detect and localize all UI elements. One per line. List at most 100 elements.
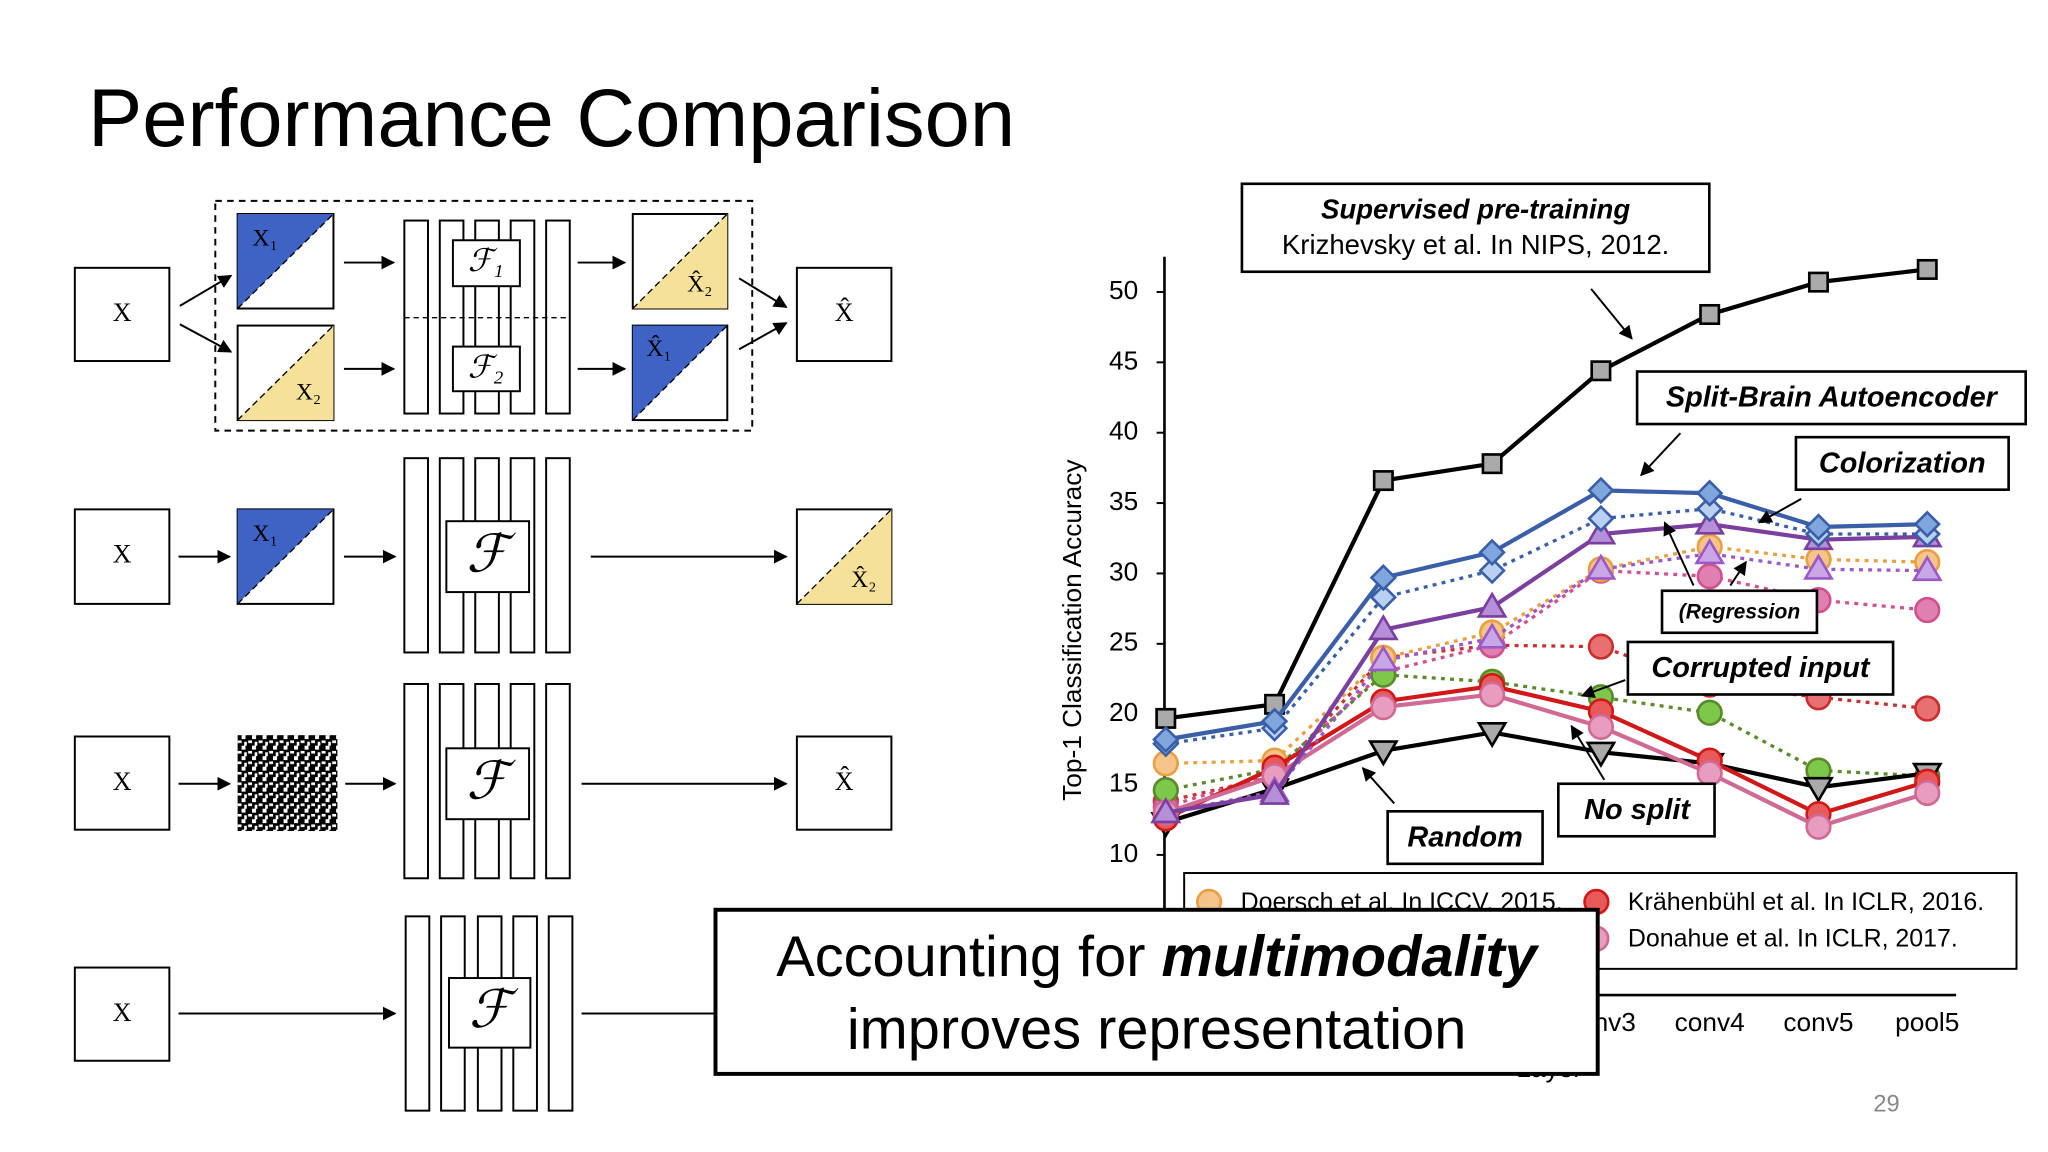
arrow [1580,679,1626,699]
annotation: (Regression [1679,601,1800,624]
arrow [1640,432,1682,477]
legend-label: Krähenbühl et al. In ICLR, 2016. [1628,888,1984,916]
output-box [795,266,893,363]
net-label: ℱ₂ [468,349,504,384]
point [1260,707,1289,735]
y-tick-label: 50 [1109,275,1138,305]
callout-line: improves representation [847,997,1467,1061]
patch-label: X₁ [253,226,278,252]
point [1476,591,1508,618]
patch-label: X̂₂ [687,270,712,298]
arrow [1663,521,1695,586]
net-box [448,977,532,1049]
arrow [179,274,233,307]
point [1699,303,1721,325]
series [1152,476,1941,754]
point [1367,740,1399,767]
input-label: X [113,998,132,1027]
point [1585,741,1617,768]
point [1481,453,1503,475]
point [1803,553,1834,580]
output-box [795,735,893,831]
net-box [445,747,531,821]
legend-label: Donahue et al. In ICLR, 2017. [1628,925,1958,953]
point [1476,721,1508,749]
net-label: ℱ₁ [468,243,504,278]
diagonal [632,325,728,421]
diagram: X X₁ X₂ ℱ₁ ℱ₂ X̂₂ X̂₁ X̂ [73,199,893,1112]
annotation: Supervised pre-training [1321,194,1630,225]
series-line [1165,522,1928,815]
point [1696,699,1723,726]
input-box [73,966,171,1062]
point [1914,596,1941,624]
input-box [73,735,171,831]
y-tick-label: 25 [1109,627,1138,657]
y-tick-label: 45 [1109,345,1138,375]
arrow [1590,288,1633,340]
y-tick-label: 15 [1109,767,1138,797]
arrow [738,322,788,351]
point [1916,258,1938,280]
net-box [451,239,521,288]
x-tick-label: pool5 [1895,1007,1959,1037]
noise-patch [237,735,338,832]
annotation: No split [1584,794,1691,826]
point [1914,779,1941,807]
page-number: 29 [1873,1092,1899,1118]
point [1367,644,1399,672]
point [1696,479,1724,507]
slide-title: Performance Comparison [88,73,1015,164]
series [1155,258,1938,729]
layer [547,915,574,1112]
point [1478,538,1506,567]
output-label: X̂ [835,766,854,796]
point [1478,681,1506,708]
annotation: Split-Brain Autoencoder [1666,382,1999,414]
input-label: X [113,767,132,796]
arrow [1570,724,1606,781]
annotations: Supervised pre-training Krizhevsky et al… [1240,182,2027,866]
point [1152,725,1180,754]
layer [545,457,571,654]
callout-box [713,907,1600,1076]
annotation-box [1660,589,1819,635]
point [1587,633,1615,660]
diagonal [796,508,892,605]
point [1370,694,1397,721]
series-line [1165,267,1928,721]
point [1587,713,1615,740]
point [1587,504,1615,533]
point [1803,776,1834,804]
annotation: Random [1407,822,1523,854]
arrow [1757,498,1802,524]
annotation: Colorization [1819,447,1986,479]
arrow [179,323,233,353]
patch-label: X₁ [253,521,278,547]
annotation-box [1240,182,1711,274]
point [1696,563,1723,590]
point [1369,563,1398,592]
annotation-box [1626,640,1895,696]
point [1585,553,1617,580]
x-tick-label: conv4 [1675,1007,1745,1037]
series-line [1165,507,1928,746]
arrow [1729,560,1747,587]
output-label: X̂ [835,297,854,327]
layer [403,682,429,880]
annotation-box [1794,435,2010,491]
annotation-box [1557,782,1716,838]
x-tick-label: conv5 [1783,1007,1853,1037]
net-box [445,520,531,594]
point [1587,476,1615,505]
point [1696,495,1724,523]
callout-text: Accounting for [776,925,1161,989]
point [1476,622,1508,649]
point [1696,760,1723,787]
diagonal [237,213,334,309]
layer [545,682,571,880]
series-line [1165,730,1928,825]
arrow [738,277,788,309]
point [1914,695,1941,722]
